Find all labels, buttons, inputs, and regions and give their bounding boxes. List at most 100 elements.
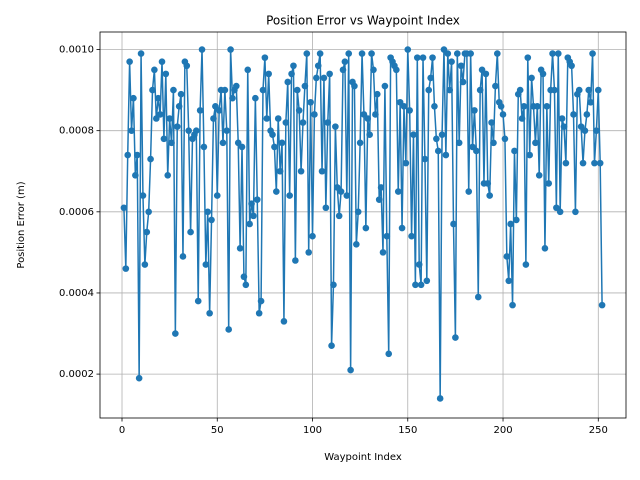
data-point: [372, 111, 379, 118]
data-point: [562, 159, 570, 167]
data-point: [421, 155, 429, 163]
data-point: [265, 70, 272, 78]
data-point: [434, 147, 442, 155]
data-point: [558, 115, 566, 122]
data-point: [492, 82, 499, 90]
plot-frame: [99, 31, 627, 419]
data-point: [596, 159, 604, 167]
data-point: [225, 326, 232, 333]
data-point: [494, 50, 501, 57]
x-tick-label: 50: [211, 425, 224, 436]
data-point: [503, 253, 511, 260]
data-point: [591, 159, 598, 167]
data-point: [394, 188, 402, 195]
data-point: [194, 297, 202, 305]
data-point: [210, 115, 217, 122]
data-point: [415, 261, 423, 268]
data-point: [145, 208, 152, 216]
data-point: [560, 123, 568, 130]
data-point: [219, 139, 227, 147]
data-point: [261, 54, 269, 61]
x-tick-label: 0: [119, 425, 125, 436]
data-point: [151, 66, 158, 74]
data-point: [375, 196, 383, 203]
x-tick-label: 100: [303, 425, 322, 436]
data-point: [345, 50, 353, 57]
data-point: [244, 66, 252, 74]
data-point: [381, 82, 389, 90]
data-point: [413, 54, 421, 61]
data-point: [568, 62, 575, 70]
data-point: [545, 180, 553, 187]
data-point: [452, 334, 459, 341]
y-axis-label: Position Error (m): [16, 181, 27, 268]
data-point: [484, 180, 492, 187]
data-point: [172, 330, 179, 337]
data-point: [341, 58, 349, 65]
data-point: [324, 119, 332, 126]
data-point: [318, 167, 326, 175]
data-point: [173, 123, 181, 130]
data-point: [196, 107, 204, 114]
x-axis-label: Waypoint Index: [324, 452, 402, 463]
data-point: [497, 103, 505, 110]
data-point: [423, 277, 431, 285]
data-point: [293, 86, 301, 94]
data-point: [143, 228, 151, 236]
data-point: [202, 261, 210, 268]
data-point: [511, 147, 518, 155]
data-point: [124, 151, 132, 159]
chart-title: Position Error vs Waypoint Index: [266, 14, 460, 28]
data-point: [406, 107, 413, 114]
data-point: [250, 212, 257, 220]
data-point: [236, 245, 244, 252]
data-point: [128, 127, 135, 134]
data-point: [301, 82, 309, 90]
data-point: [379, 249, 387, 256]
data-point: [206, 309, 213, 317]
data-point: [295, 107, 303, 114]
data-point: [185, 127, 192, 134]
data-point: [541, 245, 549, 252]
data-point: [175, 103, 183, 110]
data-point: [309, 232, 316, 240]
data-point: [307, 98, 314, 106]
data-point: [482, 70, 490, 78]
data-point: [425, 86, 433, 94]
data-point: [229, 94, 236, 102]
data-point: [297, 167, 305, 175]
data-point: [274, 115, 282, 122]
data-point: [314, 62, 322, 70]
data-point: [362, 224, 370, 232]
y-tick-label: 0.0010: [59, 45, 94, 56]
data-point: [383, 232, 391, 240]
y-tick-label: 0.0006: [59, 207, 94, 218]
data-point: [520, 103, 528, 110]
data-point: [593, 127, 600, 134]
data-point: [417, 281, 425, 289]
data-point: [467, 50, 474, 57]
data-point: [280, 318, 288, 325]
data-point: [343, 192, 351, 199]
data-point: [288, 70, 295, 78]
data-point: [233, 82, 240, 90]
data-point: [269, 131, 276, 139]
data-point: [204, 208, 212, 216]
data-point: [322, 204, 330, 212]
data-point: [431, 103, 438, 110]
data-point: [522, 261, 530, 268]
data-point: [221, 86, 229, 94]
data-point: [177, 90, 185, 98]
data-point: [581, 127, 589, 134]
data-point: [427, 74, 434, 82]
data-point: [370, 66, 377, 74]
data-point: [575, 86, 583, 94]
data-point: [442, 151, 450, 159]
data-point: [556, 208, 564, 216]
data-point: [368, 50, 375, 57]
data-point: [168, 139, 175, 147]
data-point: [156, 111, 164, 118]
data-point: [164, 171, 172, 179]
data-point: [252, 94, 259, 102]
data-point: [499, 111, 507, 118]
